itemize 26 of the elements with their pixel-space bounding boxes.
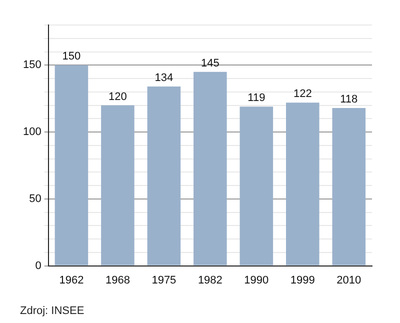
data-label: 150 (62, 50, 81, 63)
y-tick-label: 100 (22, 126, 42, 138)
bar (194, 72, 227, 266)
data-label: 119 (248, 92, 266, 104)
x-tick-label: 1990 (244, 274, 269, 286)
data-label: 145 (200, 57, 220, 70)
bar (147, 86, 181, 266)
bar (332, 108, 366, 266)
data-label: 120 (108, 90, 127, 103)
x-tick-label: 1999 (290, 274, 315, 286)
x-tick-label: 1975 (152, 274, 176, 286)
x-tick-label: 1968 (105, 274, 130, 286)
x-tick-label: 1962 (59, 274, 84, 286)
x-tick-label: 2010 (336, 274, 362, 286)
data-label: 122 (293, 88, 312, 100)
data-label: 134 (154, 72, 174, 84)
y-tick-label: 50 (29, 192, 42, 205)
bar (101, 105, 134, 266)
y-tick-label: 150 (22, 59, 42, 72)
text: Zdroj: INSEE (20, 305, 84, 317)
x-tick-label: 1982 (198, 274, 222, 286)
bar (240, 106, 274, 266)
bar (54, 65, 88, 266)
y-tick-label: 0 (35, 260, 42, 272)
data-label: 118 (340, 93, 358, 106)
bar (286, 102, 320, 266)
